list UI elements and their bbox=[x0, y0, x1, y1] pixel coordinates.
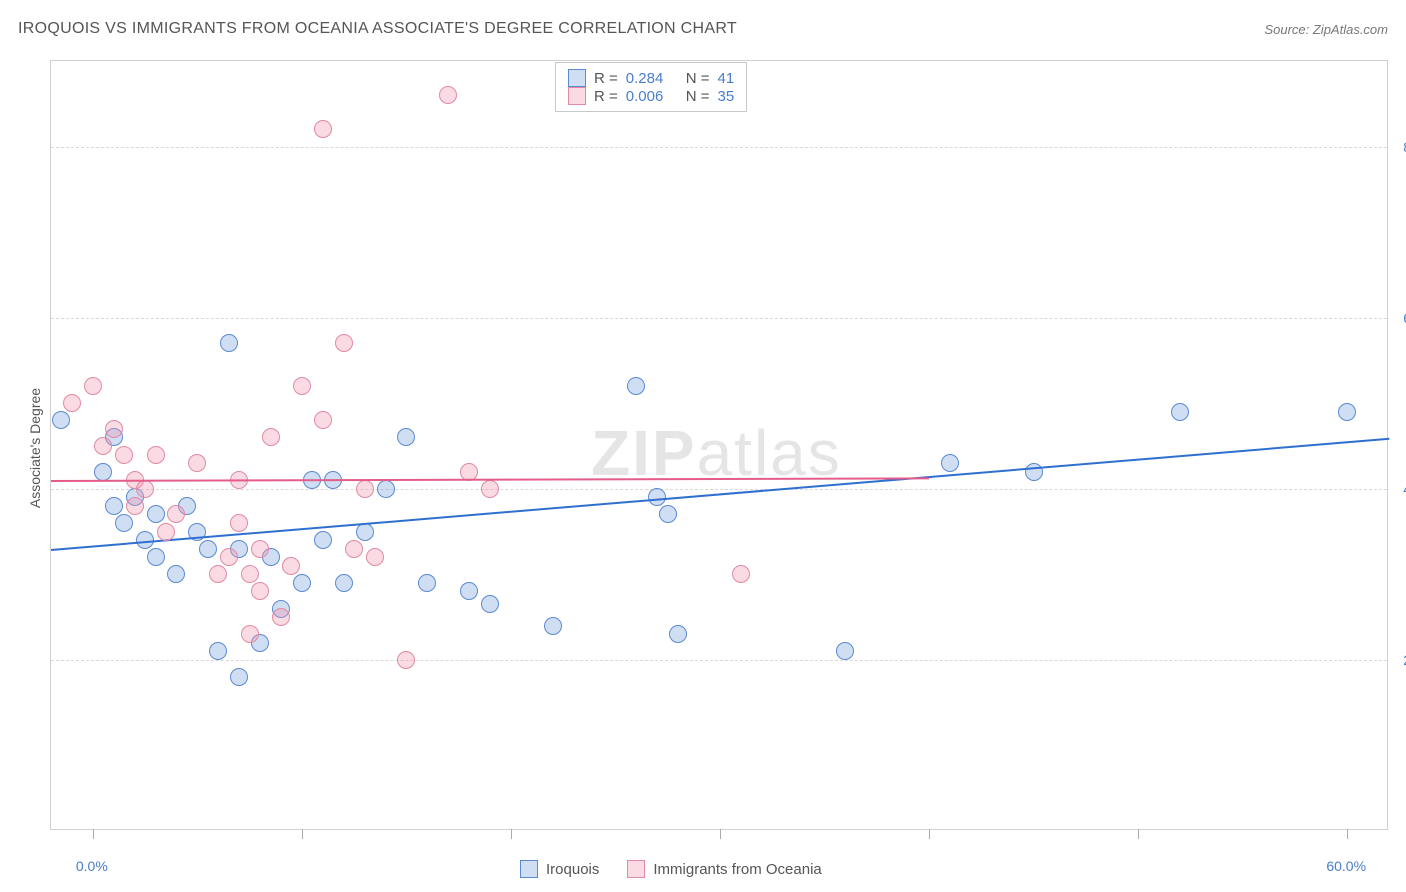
scatter-point-oceania bbox=[251, 540, 269, 558]
scatter-point-iroquois bbox=[147, 548, 165, 566]
scatter-point-iroquois bbox=[105, 497, 123, 515]
scatter-plot: ZIPatlas 20.0%40.0%60.0%80.0% bbox=[50, 60, 1388, 830]
scatter-point-iroquois bbox=[115, 514, 133, 532]
scatter-point-iroquois bbox=[397, 428, 415, 446]
scatter-point-oceania bbox=[397, 651, 415, 669]
source-label: Source: ZipAtlas.com bbox=[1264, 22, 1388, 37]
legend-row-oceania: R =0.006N =35 bbox=[568, 87, 734, 105]
scatter-point-oceania bbox=[94, 437, 112, 455]
scatter-point-oceania bbox=[167, 505, 185, 523]
scatter-point-oceania bbox=[188, 454, 206, 472]
legend-swatch bbox=[568, 87, 586, 105]
scatter-point-oceania bbox=[439, 86, 457, 104]
x-tick bbox=[93, 829, 94, 839]
scatter-point-iroquois bbox=[335, 574, 353, 592]
scatter-point-oceania bbox=[157, 523, 175, 541]
scatter-point-oceania bbox=[272, 608, 290, 626]
scatter-point-oceania bbox=[293, 377, 311, 395]
x-tick-label: 60.0% bbox=[1326, 858, 1366, 874]
grid-line bbox=[51, 489, 1387, 490]
scatter-point-oceania bbox=[262, 428, 280, 446]
scatter-point-oceania bbox=[84, 377, 102, 395]
scatter-point-oceania bbox=[209, 565, 227, 583]
scatter-point-oceania bbox=[147, 446, 165, 464]
scatter-point-iroquois bbox=[659, 505, 677, 523]
scatter-point-oceania bbox=[481, 480, 499, 498]
scatter-point-oceania bbox=[314, 120, 332, 138]
grid-line bbox=[51, 660, 1387, 661]
legend-correlation: R =0.284N =41R =0.006N =35 bbox=[555, 62, 747, 112]
scatter-point-iroquois bbox=[481, 595, 499, 613]
x-tick bbox=[929, 829, 930, 839]
scatter-point-iroquois bbox=[418, 574, 436, 592]
scatter-point-iroquois bbox=[314, 531, 332, 549]
scatter-point-iroquois bbox=[199, 540, 217, 558]
legend-item-iroquois: Iroquois bbox=[520, 860, 599, 878]
scatter-point-iroquois bbox=[52, 411, 70, 429]
title-bar: IROQUOIS VS IMMIGRANTS FROM OCEANIA ASSO… bbox=[18, 20, 1388, 38]
legend-series: Iroquois Immigrants from Oceania bbox=[520, 860, 822, 878]
scatter-point-iroquois bbox=[230, 668, 248, 686]
scatter-point-iroquois bbox=[377, 480, 395, 498]
scatter-point-iroquois bbox=[941, 454, 959, 472]
scatter-point-oceania bbox=[136, 480, 154, 498]
scatter-point-iroquois bbox=[544, 617, 562, 635]
scatter-point-oceania bbox=[356, 480, 374, 498]
chart-title: IROQUOIS VS IMMIGRANTS FROM OCEANIA ASSO… bbox=[18, 20, 737, 38]
scatter-point-oceania bbox=[241, 625, 259, 643]
legend-swatch bbox=[627, 860, 645, 878]
legend-item-oceania: Immigrants from Oceania bbox=[627, 860, 821, 878]
scatter-point-oceania bbox=[251, 582, 269, 600]
scatter-point-oceania bbox=[282, 557, 300, 575]
legend-swatch bbox=[520, 860, 538, 878]
scatter-point-oceania bbox=[732, 565, 750, 583]
scatter-point-iroquois bbox=[293, 574, 311, 592]
scatter-point-iroquois bbox=[836, 642, 854, 660]
scatter-point-oceania bbox=[220, 548, 238, 566]
scatter-point-oceania bbox=[230, 514, 248, 532]
legend-row-iroquois: R =0.284N =41 bbox=[568, 69, 734, 87]
scatter-point-oceania bbox=[335, 334, 353, 352]
scatter-point-iroquois bbox=[627, 377, 645, 395]
scatter-point-oceania bbox=[366, 548, 384, 566]
legend-swatch bbox=[568, 69, 586, 87]
scatter-point-oceania bbox=[115, 446, 133, 464]
scatter-point-oceania bbox=[105, 420, 123, 438]
scatter-point-iroquois bbox=[460, 582, 478, 600]
scatter-point-oceania bbox=[126, 497, 144, 515]
scatter-point-iroquois bbox=[94, 463, 112, 481]
scatter-point-oceania bbox=[345, 540, 363, 558]
scatter-point-iroquois bbox=[209, 642, 227, 660]
x-tick bbox=[1347, 829, 1348, 839]
x-tick bbox=[511, 829, 512, 839]
scatter-point-iroquois bbox=[1025, 463, 1043, 481]
scatter-point-iroquois bbox=[1171, 403, 1189, 421]
scatter-point-oceania bbox=[241, 565, 259, 583]
scatter-point-iroquois bbox=[669, 625, 687, 643]
x-tick bbox=[720, 829, 721, 839]
scatter-point-iroquois bbox=[220, 334, 238, 352]
x-tick-label: 0.0% bbox=[76, 858, 108, 874]
scatter-point-iroquois bbox=[147, 505, 165, 523]
scatter-point-iroquois bbox=[1338, 403, 1356, 421]
scatter-point-oceania bbox=[314, 411, 332, 429]
grid-line bbox=[51, 318, 1387, 319]
x-tick bbox=[1138, 829, 1139, 839]
grid-line bbox=[51, 147, 1387, 148]
scatter-point-oceania bbox=[63, 394, 81, 412]
y-axis-title: Associate's Degree bbox=[27, 378, 43, 518]
scatter-point-iroquois bbox=[167, 565, 185, 583]
x-tick bbox=[302, 829, 303, 839]
